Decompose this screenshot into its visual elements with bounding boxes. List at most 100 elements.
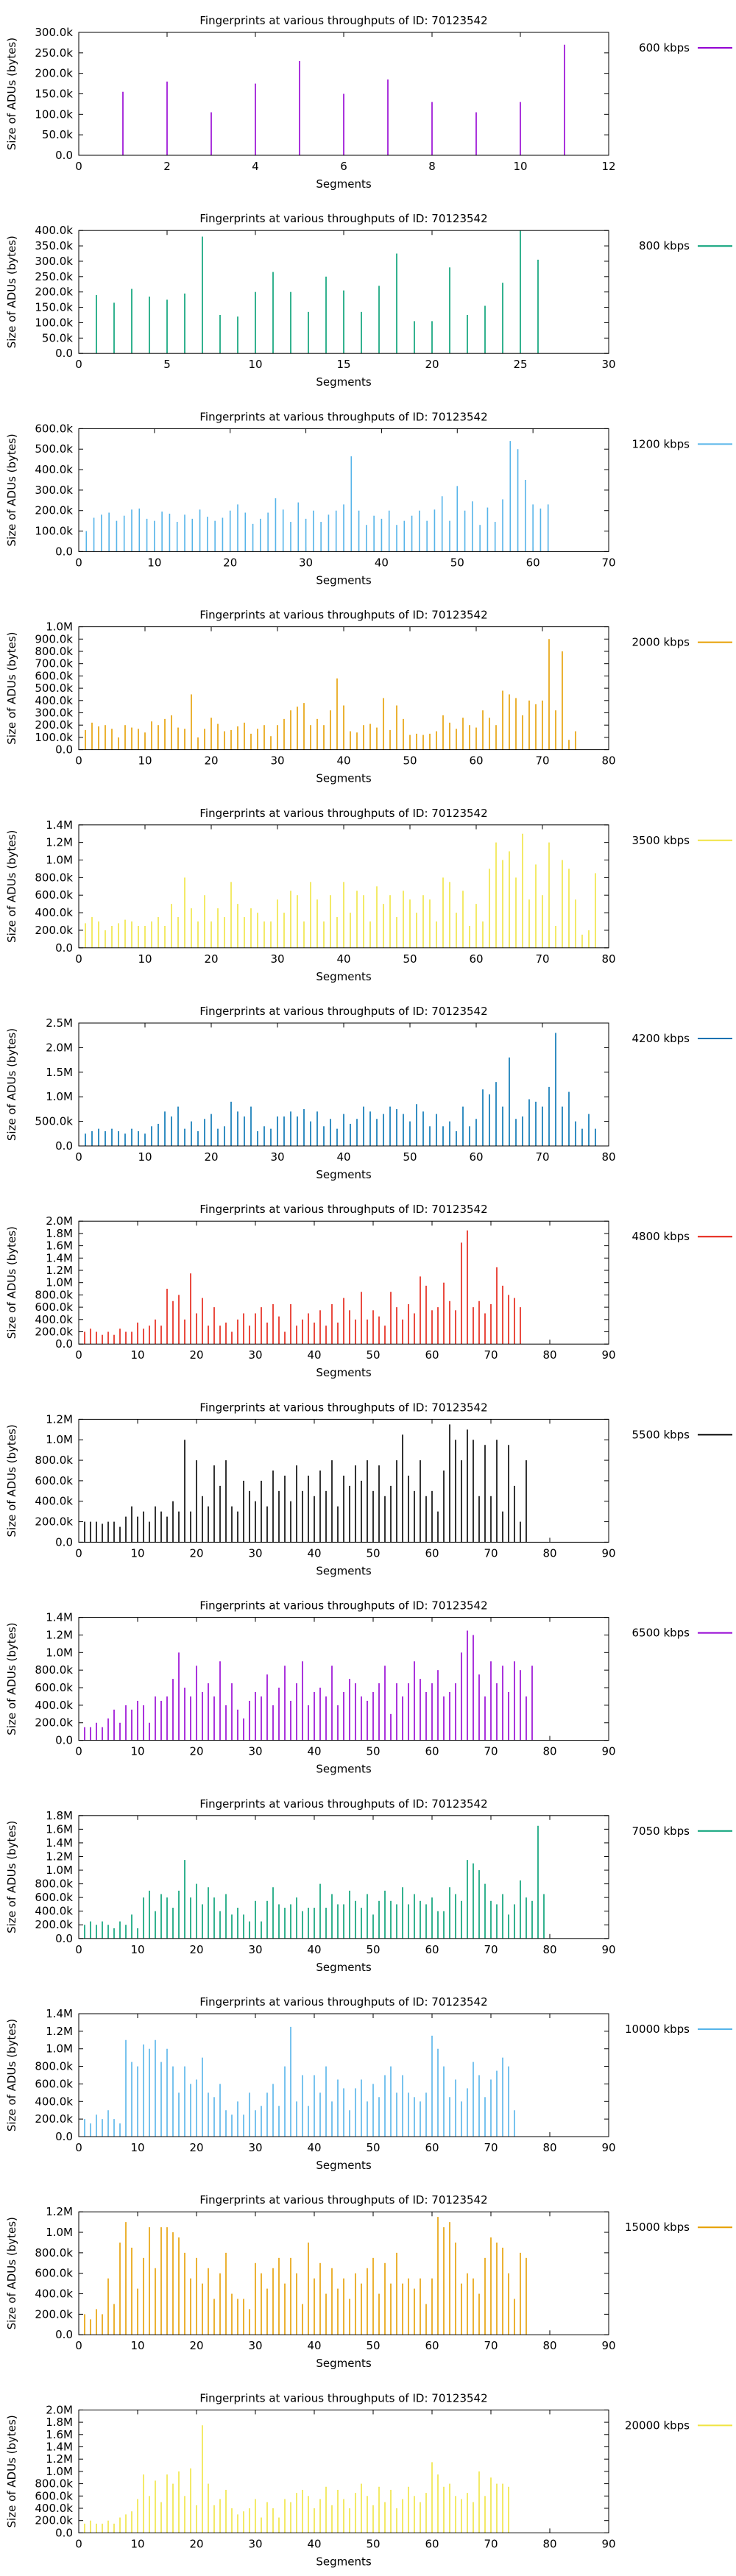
chart-title: Fingerprints at various throughputs of I… (199, 2193, 487, 2207)
x-tick-label: 20 (189, 2537, 203, 2550)
x-tick-label: 80 (601, 754, 615, 768)
plot-frame (78, 626, 609, 751)
x-tick-label: 90 (601, 1546, 615, 1560)
y-tick-label: 600.0k (35, 2267, 73, 2280)
y-axis-label: Size of ADUs (bytes) (5, 236, 18, 348)
y-tick-label: 800.0k (35, 1663, 73, 1677)
legend-label: 5500 kbps (632, 1428, 690, 1441)
x-tick-label: 80 (542, 1943, 556, 1956)
legend-label: 20000 kbps (625, 2418, 690, 2432)
y-tick-label: 800.0k (35, 1288, 73, 1301)
y-tick-label: 600.0k (35, 1891, 73, 1904)
x-tick-label: 60 (469, 952, 483, 966)
x-axis-label: Segments (316, 1168, 372, 1181)
y-tick-label: 1.0M (46, 1276, 73, 1289)
plot-frame (78, 1617, 609, 1741)
x-tick-label: 40 (307, 1943, 321, 1956)
plot-frame (78, 1815, 609, 1939)
y-tick-label: 200.0k (35, 504, 73, 517)
y-axis-label: Size of ADUs (bytes) (5, 632, 18, 745)
y-tick-label: 100.0k (35, 107, 73, 121)
x-tick-label: 10 (138, 952, 152, 966)
y-tick-label: 2.0M (46, 2403, 73, 2416)
x-tick-label: 20 (425, 358, 439, 371)
y-axis-label: Size of ADUs (bytes) (5, 1623, 18, 1735)
x-tick-label: 10 (130, 1745, 144, 1758)
legend-label: 3500 kbps (632, 834, 690, 847)
plot-frame (78, 2013, 609, 2137)
x-tick-label: 50 (366, 1943, 380, 1956)
x-tick-label: 60 (469, 1150, 483, 1164)
x-tick-label: 70 (484, 2141, 498, 2154)
x-axis-label: Segments (316, 573, 372, 587)
x-tick-label: 90 (601, 1745, 615, 1758)
y-tick-label: 200.0k (35, 718, 73, 732)
y-tick-label: 1.0M (46, 2042, 73, 2056)
x-tick-label: 60 (526, 556, 540, 569)
y-tick-label: 600.0k (35, 2077, 73, 2090)
x-tick-label: 40 (375, 556, 389, 569)
x-tick-label: 90 (601, 2537, 615, 2550)
chart-title: Fingerprints at various throughputs of I… (199, 1005, 487, 1018)
x-tick-label: 90 (601, 2339, 615, 2352)
plot-frame (78, 1418, 609, 1543)
x-tick-label: 60 (425, 2339, 439, 2352)
chart-title: Fingerprints at various throughputs of I… (199, 410, 487, 423)
x-tick-label: 0 (75, 358, 82, 371)
x-tick-label: 40 (307, 1348, 321, 1362)
y-axis-label: Size of ADUs (bytes) (5, 1424, 18, 1537)
y-axis-label: Size of ADUs (bytes) (5, 2019, 18, 2131)
x-tick-label: 4 (252, 160, 259, 173)
x-tick-label: 80 (601, 952, 615, 966)
x-tick-label: 15 (336, 358, 350, 371)
y-tick-label: 0.0 (55, 149, 73, 162)
x-tick-label: 20 (189, 1546, 203, 1560)
y-tick-label: 1.8M (46, 1227, 73, 1240)
x-tick-label: 0 (75, 2339, 82, 2352)
y-tick-label: 1.0M (46, 1864, 73, 1877)
y-tick-label: 1.0M (46, 1433, 73, 1446)
x-tick-label: 30 (299, 556, 313, 569)
x-tick-label: 70 (535, 952, 549, 966)
x-tick-label: 50 (366, 1745, 380, 1758)
y-tick-label: 1.2M (46, 1264, 73, 1277)
chart-panel-1: Fingerprints at various throughputs of I… (5, 14, 732, 191)
y-tick-label: 1.2M (46, 1628, 73, 1641)
chart-panel-11: Fingerprints at various throughputs of I… (5, 1995, 732, 2172)
y-tick-label: 1.4M (46, 2441, 73, 2454)
x-tick-label: 70 (484, 1745, 498, 1758)
x-tick-label: 40 (307, 1546, 321, 1560)
x-tick-label: 20 (189, 1943, 203, 1956)
x-tick-label: 10 (248, 358, 262, 371)
x-tick-label: 70 (535, 1150, 549, 1164)
legend-label: 600 kbps (639, 41, 690, 54)
plot-frame (78, 230, 609, 354)
chart-title: Fingerprints at various throughputs of I… (199, 1203, 487, 1216)
x-tick-label: 10 (138, 1150, 152, 1164)
y-tick-label: 0.0 (55, 2328, 73, 2341)
plot-frame (78, 824, 609, 949)
x-tick-label: 50 (366, 2141, 380, 2154)
y-tick-label: 400.0k (35, 2502, 73, 2515)
y-tick-label: 400.0k (35, 1699, 73, 1712)
x-tick-label: 60 (425, 1348, 439, 1362)
y-tick-label: 350.0k (35, 239, 73, 252)
x-tick-label: 50 (450, 556, 464, 569)
chart-panel-3: Fingerprints at various throughputs of I… (5, 410, 732, 587)
y-tick-label: 200.0k (35, 2112, 73, 2126)
x-tick-label: 20 (189, 2141, 203, 2154)
y-tick-label: 1.2M (46, 1850, 73, 1863)
y-tick-label: 100.0k (35, 731, 73, 744)
y-tick-label: 1.4M (46, 818, 73, 832)
y-tick-label: 400.0k (35, 1905, 73, 1918)
x-axis-label: Segments (316, 1961, 372, 1974)
chart-panel-8: Fingerprints at various throughputs of I… (5, 1401, 732, 1577)
y-tick-label: 150.0k (35, 88, 73, 101)
plot-frame (78, 1022, 609, 1147)
y-tick-label: 1.4M (46, 1251, 73, 1264)
x-axis-label: Segments (316, 772, 372, 785)
y-tick-label: 2.0M (46, 1214, 73, 1228)
y-tick-label: 500.0k (35, 442, 73, 456)
x-tick-label: 70 (484, 2339, 498, 2352)
